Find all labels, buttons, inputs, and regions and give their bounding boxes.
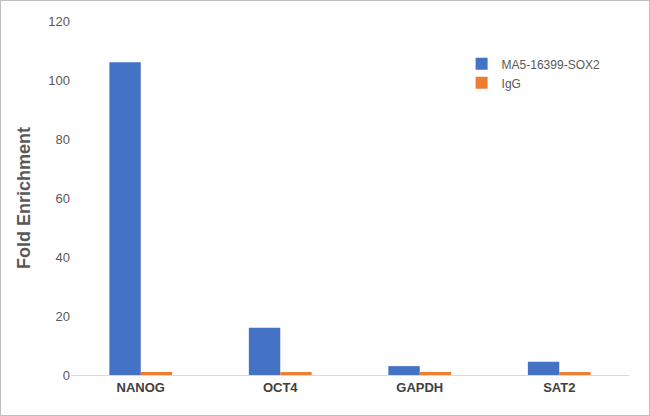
svg-text:0: 0 [63,368,70,383]
svg-text:120: 120 [48,14,70,29]
svg-text:Fold Enrichment: Fold Enrichment [14,127,34,269]
svg-text:80: 80 [56,132,70,147]
svg-text:20: 20 [56,309,70,324]
svg-text:MA5-16399-SOX2: MA5-16399-SOX2 [502,58,600,72]
svg-text:40: 40 [56,250,70,265]
svg-text:OCT4: OCT4 [263,380,298,395]
svg-text:SAT2: SAT2 [543,380,575,395]
svg-text:60: 60 [56,191,70,206]
svg-text:GAPDH: GAPDH [396,380,443,395]
svg-text:IgG: IgG [502,77,521,91]
svg-text:100: 100 [48,73,70,88]
svg-text:NANOG: NANOG [117,380,165,395]
